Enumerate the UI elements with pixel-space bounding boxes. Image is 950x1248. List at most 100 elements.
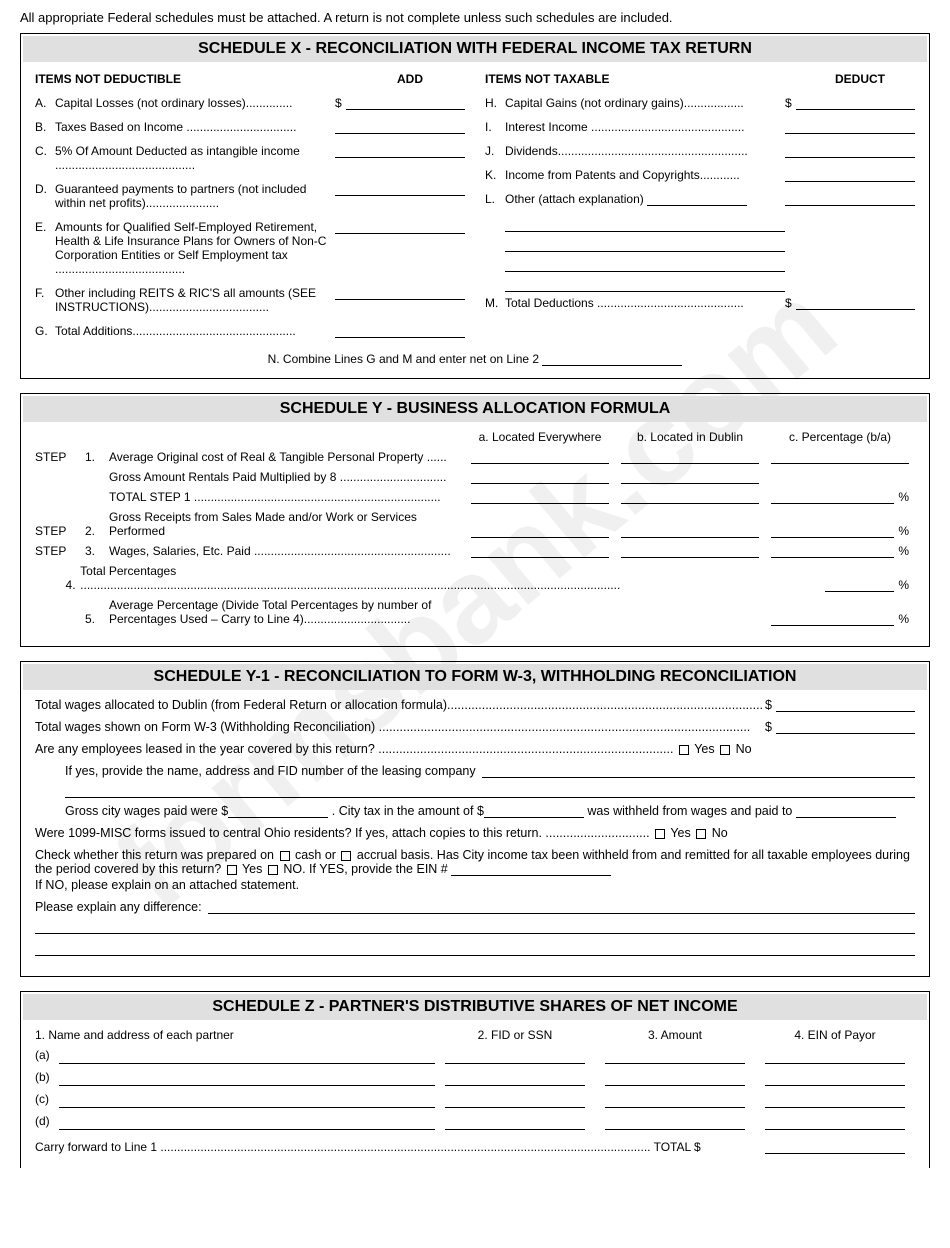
z-amount-input[interactable] [605, 1092, 745, 1108]
checkbox-cash[interactable] [280, 851, 290, 861]
right-head-amt: DEDUCT [805, 72, 915, 86]
sched-x-left: ITEMS NOT DEDUCTIBLE ADD A. Capital Loss… [35, 72, 465, 348]
amount-input[interactable] [346, 96, 465, 110]
z-fid-input[interactable] [445, 1092, 585, 1108]
y1-line7: Please explain any difference: [35, 900, 202, 914]
checkbox-1099-yes[interactable] [655, 829, 665, 839]
y1-line2: Total wages shown on Form W-3 (Withholdi… [35, 720, 765, 734]
sched-x-row: L. Other (attach explanation) [485, 192, 915, 206]
ein-input[interactable] [451, 864, 611, 876]
sched-x-row: H. Capital Gains (not ordinary gains)...… [485, 96, 915, 110]
y-input-c[interactable] [771, 612, 894, 626]
y1-line2-input[interactable] [776, 720, 915, 734]
difference-input[interactable] [208, 900, 915, 914]
sched-x-row: J. Dividends............................… [485, 144, 915, 158]
difference-line2[interactable] [35, 918, 915, 934]
y-input-a[interactable] [471, 490, 609, 504]
z-name-input[interactable] [59, 1070, 435, 1086]
checkbox-withheld-yes[interactable] [227, 865, 237, 875]
schedule-x: SCHEDULE X - RECONCILIATION WITH FEDERAL… [20, 33, 930, 379]
schedule-z: SCHEDULE Z - PARTNER'S DISTRIBUTIVE SHAR… [20, 991, 930, 1168]
checkbox-1099-no[interactable] [696, 829, 706, 839]
sched-y-row: STEP2.Gross Receipts from Sales Made and… [35, 510, 915, 538]
amount-input[interactable] [335, 120, 465, 134]
schedy-col-b: b. Located in Dublin [615, 430, 765, 444]
z-fid-input[interactable] [445, 1070, 585, 1086]
y1-line1: Total wages allocated to Dublin (from Fe… [35, 698, 765, 712]
z-fid-input[interactable] [445, 1048, 585, 1064]
z-ein-input[interactable] [765, 1070, 905, 1086]
sched-x-row: E. Amounts for Qualified Self-Employed R… [35, 220, 465, 276]
amount-input[interactable] [785, 192, 915, 206]
sched-x-row: B. Taxes Based on Income ...............… [35, 120, 465, 134]
z-amount-input[interactable] [605, 1114, 745, 1130]
sched-z-row: (d) [35, 1114, 915, 1130]
z-ein-input[interactable] [765, 1048, 905, 1064]
paid-to-input[interactable] [796, 806, 896, 818]
y1-line1-input[interactable] [776, 698, 915, 712]
checkbox-accrual[interactable] [341, 851, 351, 861]
amount-input[interactable] [796, 296, 915, 310]
schedy-col-a: a. Located Everywhere [465, 430, 615, 444]
checkbox-leased-yes[interactable] [679, 745, 689, 755]
y-input-c[interactable] [771, 490, 894, 504]
difference-line3[interactable] [35, 940, 915, 956]
sched-y-row: Gross Amount Rentals Paid Multiplied by … [35, 470, 915, 484]
sched-x-row: K. Income from Patents and Copyrights...… [485, 168, 915, 182]
other-extra-line[interactable] [505, 236, 785, 252]
y-input-b[interactable] [621, 544, 759, 558]
amount-input[interactable] [796, 96, 915, 110]
z-name-input[interactable] [59, 1048, 435, 1064]
amount-input[interactable] [335, 220, 465, 234]
z-amount-input[interactable] [605, 1070, 745, 1086]
y-input-a[interactable] [471, 524, 609, 538]
sched-x-row: F. Other including REITS & RIC'S all amo… [35, 286, 465, 314]
sched-y-row: STEP1.Average Original cost of Real & Ta… [35, 450, 915, 464]
checkbox-withheld-no[interactable] [268, 865, 278, 875]
sched-y-row: 5.Average Percentage (Divide Total Perce… [35, 598, 915, 626]
other-extra-line[interactable] [505, 216, 785, 232]
y-input-c[interactable] [771, 450, 909, 464]
sched-x-row: D. Guaranteed payments to partners (not … [35, 182, 465, 210]
amount-input[interactable] [785, 168, 915, 182]
leasing-company-line2[interactable] [65, 782, 915, 798]
y-input-a[interactable] [471, 544, 609, 558]
y1-line5: Were 1099-MISC forms issued to central O… [35, 826, 650, 840]
z-total-input[interactable] [765, 1140, 905, 1154]
amount-input[interactable] [335, 144, 465, 158]
z-amount-input[interactable] [605, 1048, 745, 1064]
z-name-input[interactable] [59, 1092, 435, 1108]
sched-x-right: ITEMS NOT TAXABLE DEDUCT H. Capital Gain… [485, 72, 915, 348]
z-ein-input[interactable] [765, 1114, 905, 1130]
sched-y-row: STEP3.Wages, Salaries, Etc. Paid .......… [35, 544, 915, 558]
amount-input[interactable] [335, 324, 465, 338]
other-extra-line[interactable] [505, 256, 785, 272]
checkbox-leased-no[interactable] [720, 745, 730, 755]
z-h4: 4. EIN of Payor [755, 1028, 915, 1042]
city-tax-input[interactable] [484, 806, 584, 818]
y-input-b[interactable] [621, 490, 759, 504]
y-input-c[interactable] [771, 524, 894, 538]
amount-input[interactable] [785, 120, 915, 134]
y-input-a[interactable] [471, 450, 609, 464]
schedule-y-title: SCHEDULE Y - BUSINESS ALLOCATION FORMULA [23, 396, 927, 422]
y-input-a[interactable] [471, 470, 609, 484]
amount-input[interactable] [335, 286, 465, 300]
y-input-b[interactable] [621, 450, 759, 464]
y-input-b[interactable] [621, 470, 759, 484]
other-extra-line[interactable] [505, 276, 785, 292]
sched-x-row: C. 5% Of Amount Deducted as intangible i… [35, 144, 465, 172]
y-input-c[interactable] [771, 544, 894, 558]
leasing-company-input[interactable] [482, 764, 915, 778]
y-input-b[interactable] [621, 524, 759, 538]
amount-input[interactable] [335, 182, 465, 196]
schedule-x-title: SCHEDULE X - RECONCILIATION WITH FEDERAL… [23, 36, 927, 62]
gross-wages-input[interactable] [228, 806, 328, 818]
z-fid-input[interactable] [445, 1114, 585, 1130]
z-ein-input[interactable] [765, 1092, 905, 1108]
amount-input[interactable] [785, 144, 915, 158]
sched-z-row: (b) [35, 1070, 915, 1086]
y-input-c[interactable] [825, 578, 895, 592]
z-name-input[interactable] [59, 1114, 435, 1130]
line-n: N. Combine Lines G and M and enter net o… [21, 348, 929, 370]
